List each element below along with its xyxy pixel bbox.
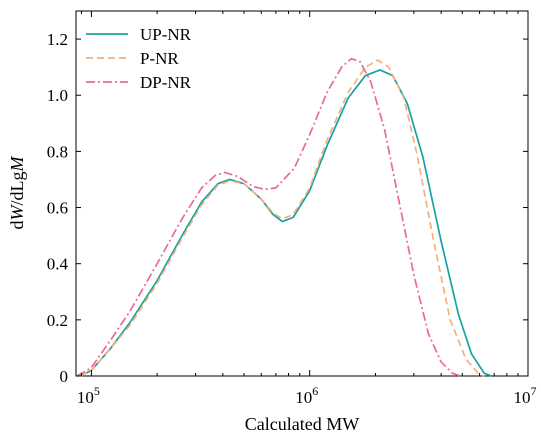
legend-label: DP-NR [140, 73, 192, 92]
y-axis-label-part: W [7, 204, 27, 221]
y-tick-label: 0.4 [47, 255, 69, 274]
y-tick-label: 0.2 [47, 311, 68, 330]
series-line-up-nr [79, 69, 492, 377]
y-axis-label-part: M [7, 156, 27, 173]
plot-frame [75, 10, 529, 377]
y-tick-label: 0 [60, 367, 69, 386]
y-tick-label: 1.0 [47, 86, 68, 105]
y-tick-label: 0.8 [47, 142, 68, 161]
x-tick-label: 105 [77, 384, 100, 407]
legend: UP-NR P-NR DP-NR [86, 25, 192, 92]
series-layer [76, 57, 492, 377]
series-line-p-nr [79, 59, 485, 377]
legend-label: P-NR [140, 49, 179, 68]
x-axis-label: Calculated MW [245, 414, 359, 434]
y-axis: 0 0.2 0.4 0.6 0.8 1.0 1.2 [47, 30, 528, 386]
x-tick-label: 106 [295, 384, 318, 407]
y-tick-label: 0.6 [47, 199, 68, 218]
y-axis-label-part: /dLg [7, 172, 27, 206]
y-axis-label: dW/dLgM [7, 156, 27, 230]
x-axis: 105 106 107 [77, 11, 537, 407]
y-tick-label: 1.2 [47, 30, 68, 49]
legend-label: UP-NR [140, 25, 192, 44]
x-tick-label: 107 [514, 384, 537, 407]
y-axis-label-part: d [7, 221, 27, 230]
series-line-dp-nr [76, 57, 461, 377]
